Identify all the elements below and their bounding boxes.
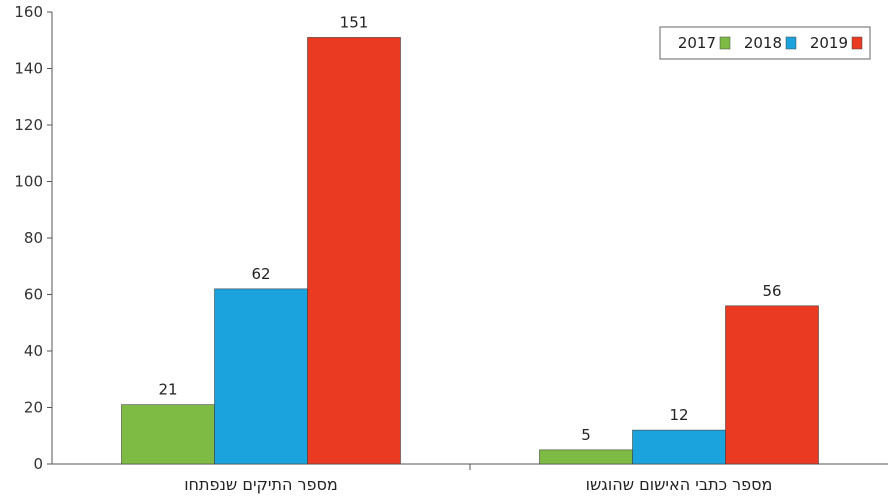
x-category-label: מספר כתבי האישום שהוגשו [586,475,773,494]
y-tick-label: 100 [14,173,43,191]
data-labels: 21 62 151 5 12 56 [158,13,781,443]
y-tick-label: 60 [24,286,43,304]
y-tick-label: 160 [14,3,43,21]
y-tick-label: 80 [24,229,43,247]
data-label-2018-1: 12 [669,406,688,424]
data-label-2018-0: 62 [251,265,270,283]
data-label-2017-0: 21 [158,381,177,399]
y-tick-label: 0 [33,455,43,473]
legend-swatch-2019 [851,36,863,50]
legend-label-2017: 2017 [678,34,716,52]
y-axis: 0 20 40 60 80 100 120 140 160 [14,3,53,473]
legend-swatch-2017 [719,36,731,50]
legend-swatch-2018 [785,36,797,50]
bar-2017-1 [539,449,633,465]
bar-2018-1 [632,429,726,465]
legend-label-2019: 2019 [810,34,848,52]
y-tick-label: 40 [24,342,43,360]
bar-2019-1 [725,305,819,465]
legend-label-2018: 2018 [744,34,782,52]
bar-2019-0 [307,37,401,465]
y-tick-label: 120 [14,116,43,134]
x-category-label: מספר התיקים שנפתחו [184,475,338,494]
bar-2017-0 [121,404,215,465]
legend: 2019 2018 2017 [659,26,871,60]
data-label-2019-0: 151 [340,13,369,31]
bar-2018-0 [214,288,308,465]
data-label-2017-1: 5 [581,426,591,444]
legend-box [659,26,871,60]
bars [121,37,819,465]
y-tick-label: 140 [14,60,43,78]
y-tick-label: 20 [24,399,43,417]
data-label-2019-1: 56 [762,282,781,300]
